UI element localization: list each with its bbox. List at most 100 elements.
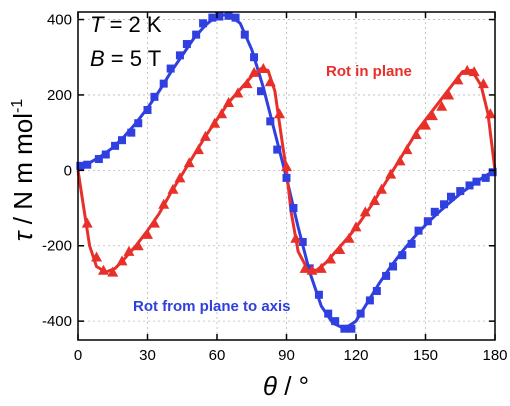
data-point-rot-from-plane-to-axis	[481, 173, 490, 182]
data-point-rot-in-plane	[410, 129, 422, 140]
data-point-rot-from-plane-to-axis	[150, 92, 159, 101]
data-point-rot-in-plane	[484, 108, 496, 119]
data-point-rot-in-plane	[350, 221, 362, 232]
data-point-rot-from-plane-to-axis	[208, 13, 217, 22]
data-point-rot-from-plane-to-axis	[472, 177, 481, 186]
data-point-rot-in-plane	[334, 244, 346, 255]
data-point-rot-in-plane	[158, 198, 170, 209]
data-point-rot-from-plane-to-axis	[231, 13, 240, 22]
y-tick-label: 400	[47, 12, 72, 29]
data-point-rot-in-plane	[375, 183, 387, 194]
data-point-rot-in-plane	[343, 232, 355, 243]
data-point-rot-in-plane	[443, 89, 455, 100]
data-point-rot-in-plane	[192, 144, 204, 155]
data-point-rot-in-plane	[290, 232, 302, 243]
data-point-rot-from-plane-to-axis	[356, 309, 365, 318]
data-point-rot-in-plane	[274, 108, 286, 119]
x-tick-label: 60	[209, 347, 226, 364]
data-point-rot-from-plane-to-axis	[273, 145, 282, 154]
data-point-rot-in-plane	[241, 78, 253, 89]
data-point-rot-in-plane	[199, 130, 211, 141]
data-point-rot-from-plane-to-axis	[134, 119, 143, 128]
x-axis-label: θ / °	[263, 371, 309, 401]
data-point-rot-from-plane-to-axis	[192, 30, 201, 39]
data-point-rot-from-plane-to-axis	[166, 64, 175, 73]
data-point-rot-from-plane-to-axis	[101, 150, 110, 159]
data-point-rot-in-plane	[183, 157, 195, 168]
data-point-rot-from-plane-to-axis	[282, 173, 291, 182]
data-point-rot-in-plane	[97, 264, 109, 275]
y-axis-label: τ / N m mol-1	[8, 99, 38, 242]
data-point-rot-in-plane	[436, 100, 448, 111]
data-point-rot-from-plane-to-axis	[182, 40, 191, 49]
axis-ticks: 0 30 60 90 120 150 180 -400 -200 0 200 400	[42, 12, 508, 364]
data-point-rot-from-plane-to-axis	[289, 204, 298, 213]
data-point-rot-from-plane-to-axis	[175, 51, 184, 60]
data-point-rot-from-plane-to-axis	[423, 217, 432, 226]
data-point-rot-from-plane-to-axis	[83, 160, 92, 169]
data-point-rot-in-plane	[216, 108, 228, 119]
data-point-rot-from-plane-to-axis	[382, 271, 391, 280]
data-point-rot-from-plane-to-axis	[430, 207, 439, 216]
data-point-rot-in-plane	[369, 195, 381, 206]
data-point-rot-in-plane	[461, 64, 473, 75]
x-tick-label: 90	[278, 347, 295, 364]
data-point-rot-in-plane	[223, 96, 235, 107]
data-point-rot-from-plane-to-axis	[372, 286, 381, 295]
data-point-rot-in-plane	[299, 262, 311, 273]
temperature-annotation: T = 2 K	[90, 12, 162, 37]
data-point-rot-from-plane-to-axis	[407, 239, 416, 248]
y-tick-label: 200	[47, 87, 72, 104]
y-tick-label: -200	[42, 238, 72, 255]
data-point-rot-from-plane-to-axis	[314, 290, 323, 299]
data-point-rot-in-plane	[401, 144, 413, 155]
data-point-rot-from-plane-to-axis	[199, 19, 208, 28]
data-point-rot-from-plane-to-axis	[456, 187, 465, 196]
data-point-rot-in-plane	[257, 63, 269, 74]
data-point-rot-from-plane-to-axis	[250, 53, 259, 62]
data-point-rot-from-plane-to-axis	[465, 181, 474, 190]
data-point-rot-from-plane-to-axis	[347, 324, 356, 333]
data-point-rot-in-plane	[123, 245, 135, 256]
data-point-rot-from-plane-to-axis	[331, 317, 340, 326]
data-point-rot-from-plane-to-axis	[118, 136, 127, 145]
data-point-rot-from-plane-to-axis	[340, 324, 349, 333]
data-point-rot-in-plane	[306, 264, 318, 275]
data-point-rot-in-plane	[91, 251, 103, 262]
x-tick-label: 120	[343, 347, 368, 364]
data-point-rot-in-plane	[209, 117, 221, 128]
data-point-rot-in-plane	[142, 228, 153, 239]
data-point-rot-from-plane-to-axis	[240, 30, 249, 39]
data-point-rot-in-plane	[477, 78, 489, 89]
field-annotation: B = 5 T	[90, 46, 161, 71]
data-point-rot-in-plane	[264, 76, 276, 87]
data-point-rot-from-plane-to-axis	[440, 200, 449, 209]
data-point-rot-in-plane	[232, 87, 244, 98]
data-point-rot-in-plane	[452, 74, 464, 85]
data-point-rot-from-plane-to-axis	[488, 168, 497, 177]
data-point-rot-in-plane	[468, 66, 480, 77]
data-point-rot-from-plane-to-axis	[215, 12, 224, 21]
data-point-rot-from-plane-to-axis	[324, 309, 333, 318]
series-label-rot-from-plane-to-axis: Rot from plane to axis	[133, 298, 291, 315]
data-point-rot-from-plane-to-axis	[94, 155, 103, 164]
data-point-rot-from-plane-to-axis	[127, 128, 136, 137]
data-point-rot-in-plane	[281, 161, 292, 172]
data-point-rot-from-plane-to-axis	[257, 87, 266, 96]
data-point-rot-from-plane-to-axis	[389, 262, 398, 271]
x-tick-label: 180	[482, 347, 507, 364]
data-point-rot-in-plane	[394, 155, 406, 166]
data-point-rot-from-plane-to-axis	[305, 264, 314, 273]
data-point-rot-in-plane	[132, 240, 144, 251]
data-point-rot-from-plane-to-axis	[298, 237, 307, 246]
data-point-rot-in-plane	[167, 183, 179, 194]
data-point-rot-in-plane	[148, 217, 160, 228]
data-point-rot-from-plane-to-axis	[76, 161, 85, 170]
data-point-rot-from-plane-to-axis	[365, 296, 374, 305]
data-point-rot-in-plane	[116, 255, 128, 266]
x-tick-label: 30	[139, 347, 156, 364]
data-point-rot-from-plane-to-axis	[398, 251, 407, 260]
data-point-rot-in-plane	[248, 66, 260, 77]
series-label-rot-in-plane: Rot in plane	[326, 63, 412, 80]
data-point-rot-from-plane-to-axis	[143, 106, 152, 115]
